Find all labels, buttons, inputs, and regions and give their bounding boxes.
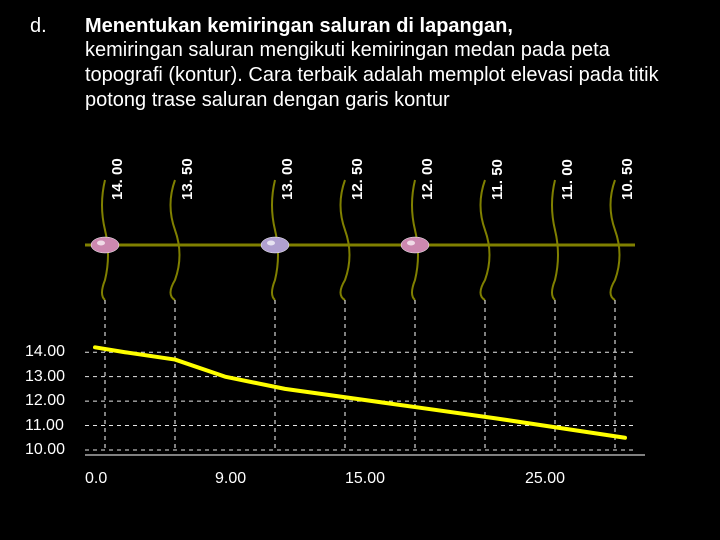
slope-diagram: 14. 00 13. 50 13. 00 12. 50 12. 00 11. 50 11. … bbox=[85, 150, 665, 500]
y-axis-label: 11.00 bbox=[25, 417, 64, 435]
y-axis-label: 14.00 bbox=[25, 343, 65, 361]
y-axis-label: 13.00 bbox=[25, 368, 65, 386]
contour-label: 13. 50 bbox=[179, 158, 196, 200]
x-axis-label: 9.00 bbox=[215, 470, 246, 488]
x-axis-label: 25.00 bbox=[525, 470, 565, 488]
header-block: d. Menentukan kemiringan saluran di lapa… bbox=[30, 15, 690, 113]
x-axis-label: 0.0 bbox=[85, 470, 107, 488]
list-marker: d. bbox=[30, 15, 47, 38]
section-title: Menentukan kemiringan saluran di lapanga… bbox=[85, 15, 690, 38]
contour-label: 12. 50 bbox=[349, 158, 366, 200]
contour-label: 10. 50 bbox=[619, 158, 636, 200]
section-description: kemiringan saluran mengikuti kemiringan … bbox=[85, 38, 690, 113]
contour-label: 11. 50 bbox=[489, 159, 506, 200]
y-axis-label: 10.00 bbox=[25, 441, 65, 459]
elevation-profile bbox=[95, 347, 625, 437]
contour-label: 12. 00 bbox=[419, 158, 436, 200]
contour-label: 11. 00 bbox=[559, 159, 576, 200]
intersection-marker bbox=[91, 237, 119, 253]
x-axis-label: 15.00 bbox=[345, 470, 385, 488]
contour-label: 13. 00 bbox=[279, 158, 296, 200]
intersection-marker bbox=[401, 237, 429, 253]
diagram-svg bbox=[85, 150, 665, 500]
contour-label: 14. 00 bbox=[109, 158, 126, 200]
intersection-marker bbox=[261, 237, 289, 253]
y-axis-label: 12.00 bbox=[25, 392, 65, 410]
contour-line bbox=[552, 180, 558, 300]
